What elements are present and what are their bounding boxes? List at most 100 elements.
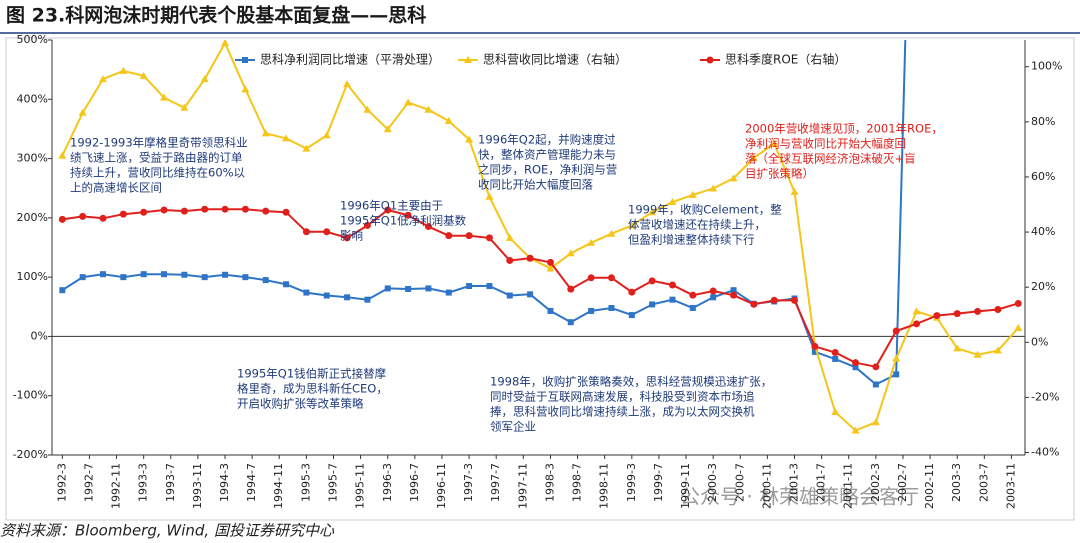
marker bbox=[322, 131, 331, 139]
marker bbox=[993, 346, 1002, 354]
marker bbox=[160, 206, 168, 214]
y2-tick-label: 60% bbox=[1031, 170, 1055, 183]
marker bbox=[852, 359, 860, 367]
marker bbox=[669, 296, 676, 303]
plot-area bbox=[58, 40, 1023, 434]
marker bbox=[933, 312, 941, 320]
x-tick-label: 2002-7 bbox=[896, 463, 909, 502]
annotation: 1999年，收购Celement，整 bbox=[628, 203, 782, 217]
marker bbox=[323, 228, 331, 236]
marker bbox=[912, 307, 921, 315]
marker bbox=[222, 271, 229, 278]
marker bbox=[567, 319, 574, 326]
x-tick-label: 1995-11 bbox=[354, 463, 367, 509]
marker bbox=[831, 348, 839, 356]
x-tick-label: 1993-3 bbox=[137, 463, 150, 502]
annotation: 但盈利增速整体持续下行 bbox=[628, 233, 755, 247]
x-tick-label: 1999-3 bbox=[625, 463, 638, 502]
marker bbox=[241, 205, 249, 213]
x-tick-label: 1996-3 bbox=[381, 463, 394, 502]
y2-tick-label: 100% bbox=[1031, 60, 1062, 73]
annotation: 上的高速增长区间 bbox=[70, 181, 162, 195]
marker bbox=[79, 274, 86, 281]
marker bbox=[444, 117, 453, 125]
legend-marker bbox=[242, 57, 248, 63]
marker bbox=[405, 286, 412, 292]
marker bbox=[872, 363, 880, 371]
marker bbox=[607, 274, 615, 282]
marker bbox=[344, 294, 351, 301]
marker bbox=[750, 300, 758, 308]
x-tick-label: 2002-3 bbox=[869, 463, 882, 502]
marker bbox=[119, 66, 128, 74]
marker bbox=[689, 304, 696, 311]
marker bbox=[668, 198, 677, 206]
marker bbox=[1014, 323, 1023, 331]
marker bbox=[851, 426, 860, 434]
marker bbox=[139, 71, 148, 79]
x-tick-label: 1992-3 bbox=[55, 463, 68, 502]
marker bbox=[587, 274, 595, 282]
marker bbox=[79, 212, 87, 220]
annotation: 收同比开始大幅度回落 bbox=[478, 178, 593, 192]
marker bbox=[628, 288, 636, 296]
x-tick-label: 1999-11 bbox=[679, 463, 692, 509]
marker bbox=[648, 208, 657, 216]
marker bbox=[607, 229, 616, 237]
marker bbox=[404, 211, 412, 219]
marker bbox=[689, 291, 697, 299]
marker bbox=[100, 271, 107, 278]
marker bbox=[811, 348, 818, 355]
marker bbox=[730, 287, 737, 294]
marker bbox=[668, 281, 676, 289]
marker bbox=[913, 320, 921, 328]
x-tick-label: 1997-7 bbox=[489, 463, 502, 502]
x-tick-label: 2000-3 bbox=[706, 463, 719, 502]
marker bbox=[749, 153, 758, 161]
marker bbox=[160, 93, 169, 101]
marker bbox=[547, 307, 554, 314]
annotation: 1992-1993年摩格里奇带领思科业 bbox=[70, 136, 248, 150]
marker bbox=[648, 277, 656, 285]
marker bbox=[791, 296, 799, 304]
annotation: 同时受益于互联网高速发展，科技股受到资本市场追 bbox=[490, 390, 755, 404]
marker bbox=[425, 285, 432, 292]
legend-label: 思科季度ROE（右轴） bbox=[725, 52, 846, 67]
marker bbox=[384, 285, 391, 292]
y-tick-label: -100% bbox=[13, 389, 48, 402]
y2-tick-label: 0% bbox=[1031, 335, 1048, 348]
marker bbox=[201, 274, 208, 281]
marker bbox=[710, 294, 717, 301]
marker bbox=[485, 234, 493, 242]
x-tick-label: 2003-7 bbox=[977, 463, 990, 502]
y-tick-label: 100% bbox=[17, 270, 48, 283]
marker bbox=[119, 210, 127, 218]
marker bbox=[628, 312, 635, 319]
source-note: 资料来源：Bloomberg, Wind, 国投证券研究中心 bbox=[0, 522, 335, 540]
marker bbox=[363, 105, 372, 113]
marker bbox=[953, 310, 961, 318]
x-tick-label: 2003-11 bbox=[1004, 463, 1017, 509]
marker bbox=[729, 174, 738, 182]
annotation: 捧，思科营收同比增速持续上涨，成为以太网交换机 bbox=[490, 405, 755, 419]
marker bbox=[384, 206, 392, 214]
watermark: 公众号 · 林荣雄策略会客厅 bbox=[680, 485, 919, 509]
marker bbox=[790, 187, 799, 195]
x-tick-label: 1996-7 bbox=[408, 463, 421, 502]
y-tick-label: 500% bbox=[17, 33, 48, 46]
x-tick-label: 2002-11 bbox=[923, 463, 936, 509]
marker bbox=[466, 283, 473, 290]
x-tick-label: 1999-7 bbox=[652, 463, 665, 502]
marker bbox=[953, 344, 962, 352]
y-tick-label: 300% bbox=[17, 152, 48, 165]
annotation: 2000年营收增速见顶，2001年ROE， bbox=[745, 122, 943, 136]
marker bbox=[140, 208, 148, 216]
annotation: 开启收购扩张等改革策略 bbox=[237, 397, 364, 411]
marker bbox=[465, 135, 474, 143]
annotation: 持续上升，营收同比维持在60%以 bbox=[70, 166, 246, 180]
marker bbox=[120, 274, 127, 281]
marker bbox=[811, 342, 819, 350]
marker bbox=[78, 108, 87, 116]
x-tick-label: 1992-11 bbox=[110, 463, 123, 509]
marker bbox=[424, 105, 433, 113]
